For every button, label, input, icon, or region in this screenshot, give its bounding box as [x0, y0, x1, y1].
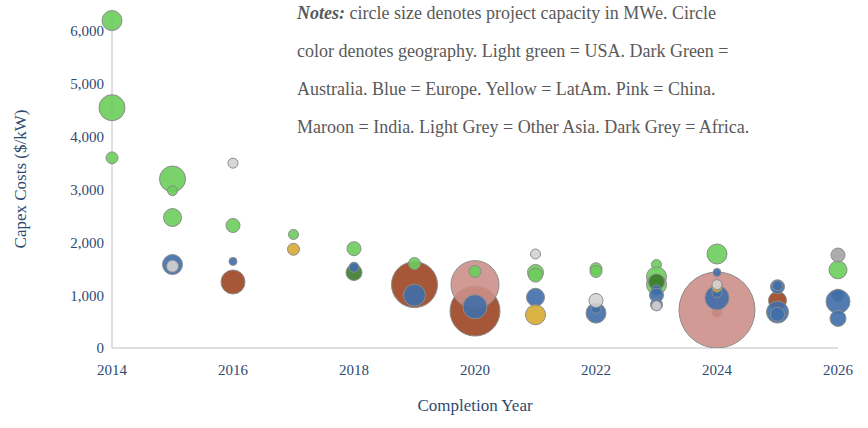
svg-text:2018: 2018 [339, 362, 369, 378]
svg-text:Capex Costs ($/kW): Capex Costs ($/kW) [11, 110, 30, 249]
svg-text:Notes: circle size denotes pro: Notes: circle size denotes project capac… [296, 3, 716, 23]
svg-text:2016: 2016 [218, 362, 249, 378]
svg-text:2014: 2014 [97, 362, 128, 378]
svg-text:2022: 2022 [581, 362, 611, 378]
svg-text:Completion Year: Completion Year [417, 396, 533, 415]
svg-text:3,000: 3,000 [70, 182, 104, 198]
svg-text:Maroon = India. Light Grey = O: Maroon = India. Light Grey = Other Asia.… [297, 117, 749, 137]
svg-text:1,000: 1,000 [70, 288, 104, 304]
svg-text:0: 0 [97, 340, 105, 356]
svg-text:2020: 2020 [460, 362, 490, 378]
svg-text:Australia. Blue = Europe. Yell: Australia. Blue = Europe. Yellow = LatAm… [297, 79, 715, 99]
svg-text:4,000: 4,000 [70, 129, 104, 145]
svg-text:2026: 2026 [823, 362, 854, 378]
svg-text:2,000: 2,000 [70, 235, 104, 251]
svg-text:2024: 2024 [702, 362, 733, 378]
svg-text:color denotes geography. Light: color denotes geography. Light green = U… [297, 41, 729, 61]
svg-text:6,000: 6,000 [70, 23, 104, 39]
svg-text:5,000: 5,000 [70, 76, 104, 92]
